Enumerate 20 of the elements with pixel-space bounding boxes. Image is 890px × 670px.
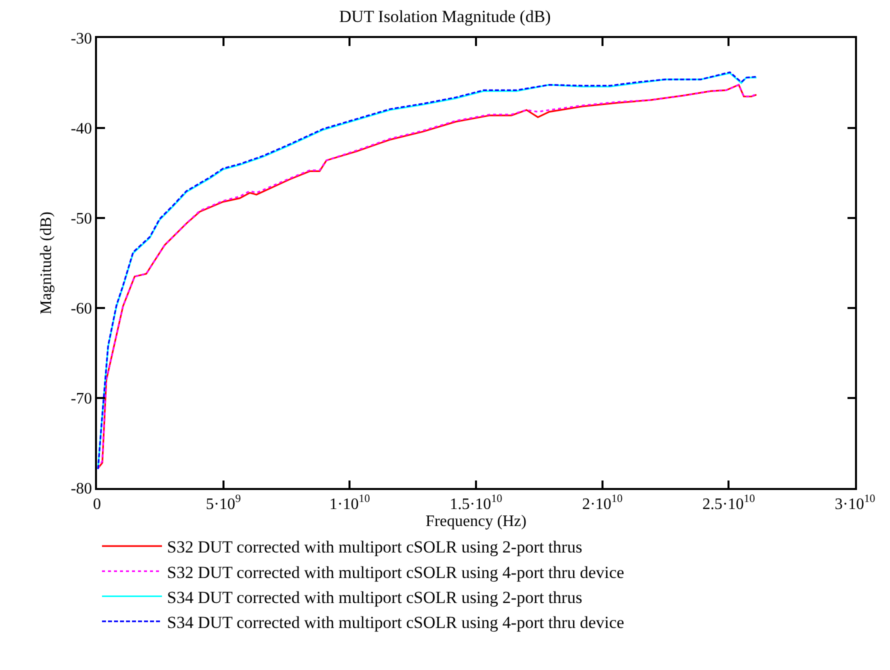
x-tick-label: 2·10$^{10}$ [582, 493, 623, 513]
x-tick-label: 0 [93, 496, 101, 513]
legend-label: S34 DUT corrected with multiport cSOLR using 2-port thrus [167, 588, 582, 607]
y-tick-label: -40 [70, 120, 92, 138]
legend-label: S32 DUT corrected with multiport cSOLR using 2-port thrus [167, 538, 582, 557]
y-tick-label: -80 [70, 480, 92, 498]
y-tick-label: -70 [70, 390, 92, 408]
x-tick-label: 3·10$^{10}$ [834, 493, 876, 513]
x-tick-label: 1·10$^{10}$ [329, 493, 370, 513]
x-tick-label: 2.5·10$^{10}$ [702, 493, 756, 513]
y-axis-title: Magnitude (dB) [38, 212, 56, 314]
y-tick-label: -30 [70, 30, 92, 48]
x-tick-label: 5·10$^{9}$ [206, 493, 242, 513]
x-tick-label: 1.5·10$^{10}$ [450, 493, 503, 513]
chart-title: DUT Isolation Magnitude (dB) [339, 6, 551, 26]
y-tick-label: -50 [70, 210, 92, 228]
legend-label: S32 DUT corrected with multiport cSOLR using 4-port thru device [167, 562, 624, 582]
legend-label: S34 DUT corrected with multiport cSOLR using 4-port thru device [167, 612, 624, 632]
y-tick-label: -60 [70, 300, 92, 318]
x-axis-title: Frequency (Hz) [426, 512, 526, 530]
